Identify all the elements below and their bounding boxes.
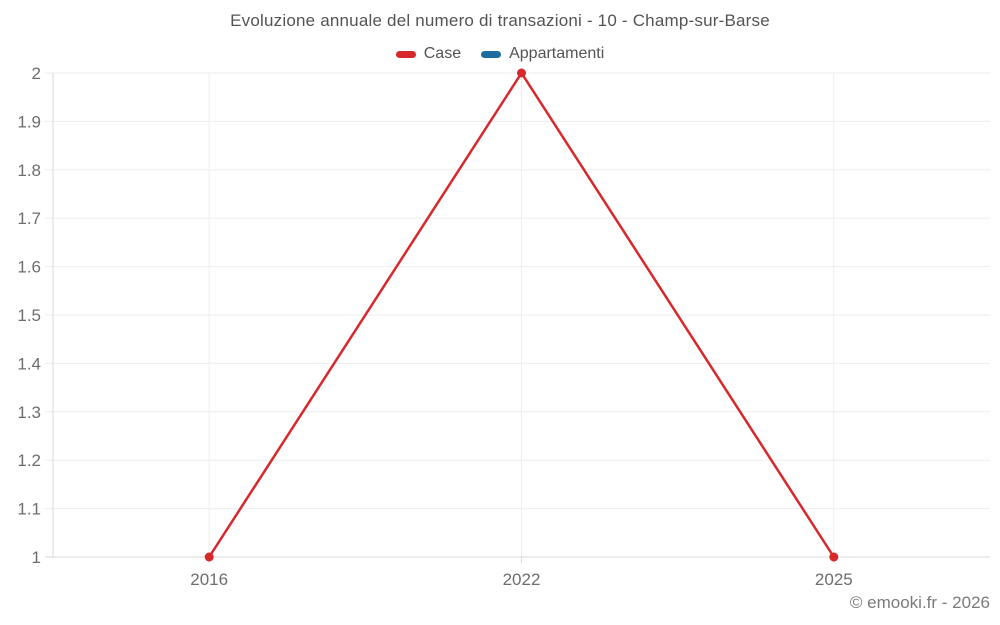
legend-swatch-appartamenti — [481, 50, 502, 58]
y-tick-label: 1.9 — [17, 112, 41, 131]
x-tick-label: 2025 — [815, 570, 853, 589]
legend-swatch-case — [395, 50, 416, 58]
y-tick-label: 1.2 — [17, 451, 41, 470]
legend-item-case[interactable]: Case — [395, 45, 462, 63]
data-point-case-2022[interactable] — [517, 68, 526, 78]
y-tick-label: 1.3 — [17, 403, 41, 422]
y-tick-label: 1.7 — [17, 209, 41, 228]
y-tick-label: 1.1 — [17, 500, 41, 519]
copyright-credit: © emooki.fr - 2026 — [849, 593, 990, 612]
y-tick-label: 1.5 — [17, 306, 41, 325]
y-tick-label: 1.4 — [17, 354, 41, 373]
legend-item-appartamenti[interactable]: Appartamenti — [481, 45, 604, 63]
data-point-case-2025[interactable] — [829, 552, 839, 562]
legend: Case Appartamenti — [0, 45, 1000, 63]
y-tick-label: 1 — [32, 548, 41, 567]
data-point-case-2016[interactable] — [204, 552, 214, 562]
y-tick-label: 1.6 — [17, 258, 41, 277]
x-tick-label: 2016 — [190, 570, 228, 589]
legend-label-case: Case — [423, 45, 462, 62]
y-tick-label: 1.8 — [17, 161, 41, 180]
x-tick-label: 2022 — [503, 570, 541, 589]
chart-title: Evoluzione annuale del numero di transaz… — [230, 11, 770, 30]
legend-label-appartamenti: Appartamenti — [509, 45, 605, 62]
y-tick-label: 2 — [32, 64, 41, 83]
